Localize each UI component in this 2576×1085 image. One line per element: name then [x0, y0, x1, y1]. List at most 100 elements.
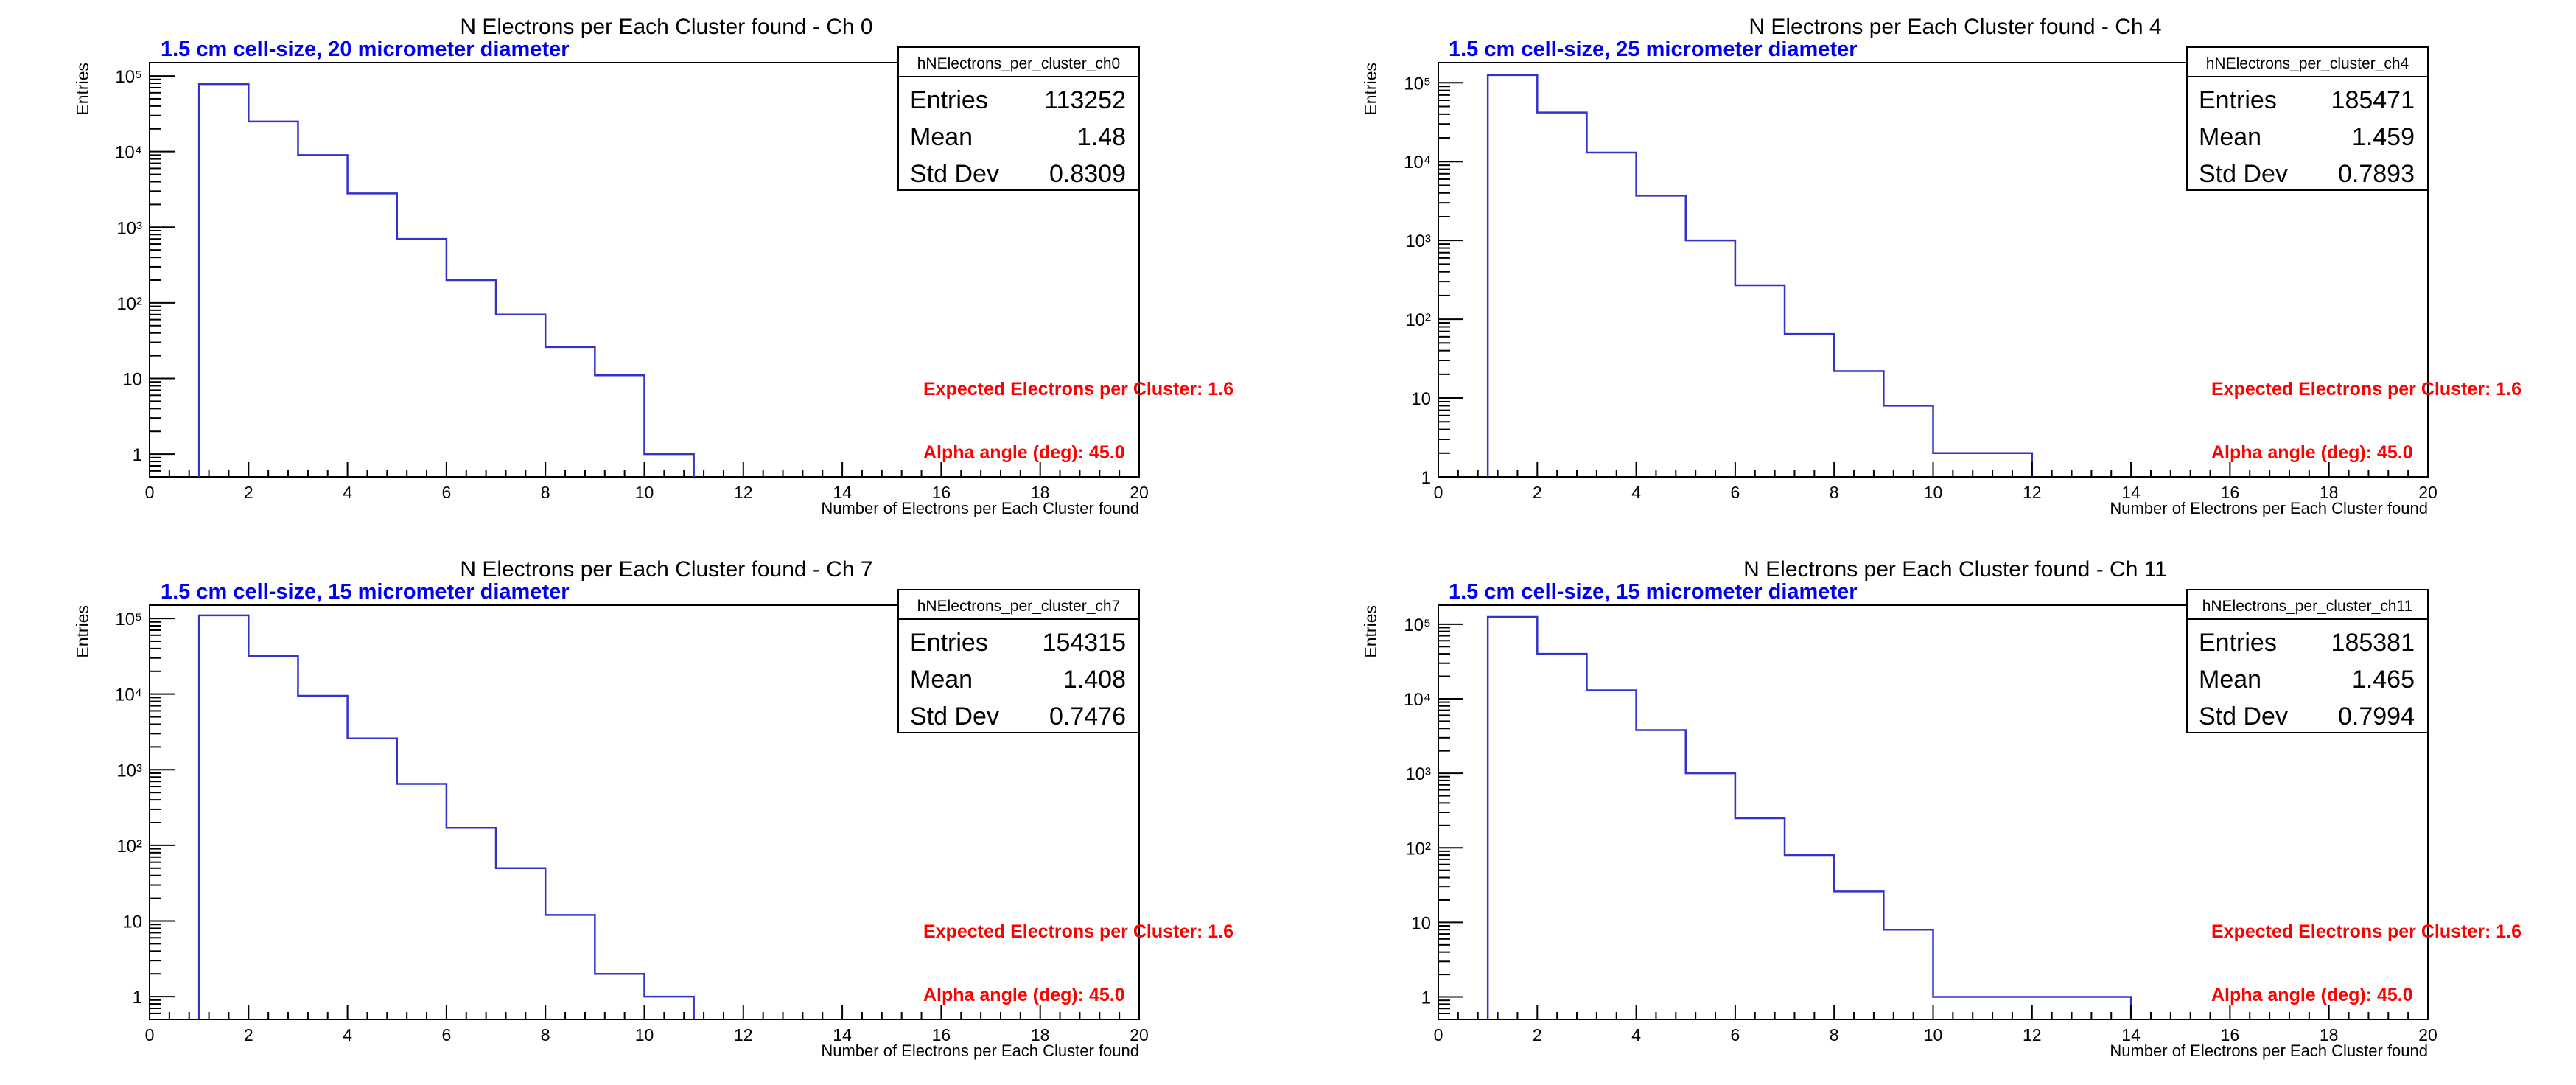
x-tick-label: 20	[1130, 483, 1149, 502]
histogram-panel-ch-2: N Electrons per Each Cluster found - Ch …	[73, 557, 1233, 1060]
x-axis-title: Number of Electrons per Each Cluster fou…	[2110, 499, 2428, 517]
x-tick-label: 6	[442, 483, 452, 502]
histogram-line	[197, 83, 695, 477]
x-tick-label: 20	[2418, 483, 2437, 502]
stats-box-border	[2186, 46, 2429, 191]
histogram-line	[1486, 74, 2034, 477]
x-tick-label: 4	[343, 1025, 352, 1044]
y-tick-label: 10³	[1405, 231, 1431, 251]
x-tick-label: 8	[1830, 1025, 1839, 1044]
x-tick-label: 12	[734, 483, 753, 502]
stats-label: Mean	[910, 666, 973, 694]
x-tick-label: 18	[1031, 1025, 1050, 1044]
y-tick-label: 1	[1421, 468, 1431, 488]
y-tick-label: 10³	[116, 761, 142, 781]
chart-subtitle: 1.5 cm cell-size, 15 micrometer diameter	[1449, 580, 1858, 604]
x-tick-label: 0	[145, 1025, 155, 1044]
x-axis-title: Number of Electrons per Each Cluster fou…	[821, 1042, 1139, 1060]
x-tick-label: 6	[1731, 1025, 1740, 1044]
chart-subtitle: 1.5 cm cell-size, 25 micrometer diameter	[1449, 38, 1858, 61]
x-tick-label: 2	[1533, 483, 1542, 502]
x-tick-label: 14	[833, 483, 852, 502]
chart-subtitle: 1.5 cm cell-size, 20 micrometer diameter	[161, 38, 570, 61]
x-tick-label: 2	[244, 483, 253, 502]
x-axis-title: Number of Electrons per Each Cluster fou…	[2110, 1042, 2428, 1060]
y-tick-label: 10	[122, 913, 142, 932]
stats-value: 154315	[1043, 629, 1126, 657]
annotation-alpha-angle: Alpha angle (deg): 45.0	[923, 442, 1125, 463]
x-tick-label: 10	[1924, 483, 1943, 502]
stats-box: hNElectrons_per_cluster_ch0 Entries 113252…	[897, 46, 1140, 191]
stats-label: Entries	[910, 629, 988, 657]
x-tick-label: 20	[1130, 1025, 1149, 1044]
stats-value: 1.465	[2352, 666, 2415, 694]
stats-box-name: hNElectrons_per_cluster_ch0	[917, 55, 1120, 72]
y-tick-label: 10³	[116, 218, 142, 238]
x-tick-label: 2	[1533, 1025, 1542, 1044]
x-tick-label: 12	[2023, 483, 2042, 502]
y-tick-label: 1	[133, 988, 142, 1008]
y-tick-label: 10	[1411, 913, 1431, 933]
stats-value: 1.459	[2352, 123, 2415, 151]
stats-box-name: hNElectrons_per_cluster_ch4	[2206, 55, 2409, 72]
x-tick-label: 18	[1031, 483, 1050, 502]
annotation-alpha-angle: Alpha angle (deg): 45.0	[2211, 985, 2413, 1005]
x-tick-label: 0	[1434, 1025, 1443, 1044]
stats-label: Entries	[910, 86, 988, 114]
x-tick-label: 10	[1924, 1025, 1943, 1044]
stats-label: Mean	[2199, 123, 2261, 151]
chart-title: N Electrons per Each Cluster found - Ch …	[1749, 15, 2161, 39]
stats-value: 0.7893	[2338, 160, 2415, 188]
y-axis-title: Entries	[73, 63, 92, 116]
y-tick-label: 10²	[1405, 839, 1431, 859]
stats-value: 0.7994	[2338, 702, 2415, 730]
x-tick-label: 14	[833, 1025, 852, 1044]
x-tick-label: 6	[1731, 483, 1740, 502]
y-tick-label: 10⁴	[115, 685, 142, 705]
x-tick-label: 8	[541, 1025, 550, 1044]
annotation-expected-electrons: Expected Electrons per Cluster: 1.6	[2211, 921, 2521, 942]
y-tick-label: 10⁴	[1404, 153, 1431, 172]
y-axis-title: Entries	[73, 605, 92, 658]
annotation-alpha-angle: Alpha angle (deg): 45.0	[923, 985, 1125, 1005]
x-tick-label: 14	[2121, 483, 2141, 502]
histogram-line	[1486, 615, 2132, 1019]
x-tick-label: 18	[2320, 1025, 2339, 1044]
stats-box: hNElectrons_per_cluster_ch4 Entries 185471…	[2186, 46, 2429, 191]
stats-box: hNElectrons_per_cluster_ch7 Entries 154315…	[897, 589, 1140, 733]
y-tick-label: 10²	[116, 294, 142, 314]
stats-label: Entries	[2199, 629, 2277, 657]
x-tick-label: 0	[1434, 483, 1443, 502]
x-tick-label: 0	[145, 483, 155, 502]
y-axis-title: Entries	[1361, 605, 1380, 658]
stats-value: 185471	[2331, 86, 2415, 114]
stats-box: hNElectrons_per_cluster_ch11 Entries 18538…	[2186, 589, 2429, 733]
stats-box-border	[897, 589, 1140, 733]
y-tick-label: 10⁵	[1404, 74, 1431, 94]
y-tick-label: 10⁵	[115, 610, 142, 629]
annotation-alpha-angle: Alpha angle (deg): 45.0	[2211, 442, 2413, 463]
x-tick-label: 10	[635, 483, 654, 502]
stats-label: Mean	[910, 123, 973, 151]
histogram-line	[197, 614, 695, 1019]
stats-box-name: hNElectrons_per_cluster_ch11	[2202, 598, 2413, 615]
y-tick-label: 10⁵	[115, 67, 142, 87]
stats-label: Std Dev	[2199, 160, 2288, 188]
x-tick-label: 14	[2121, 1025, 2141, 1044]
chart-subtitle: 1.5 cm cell-size, 15 micrometer diameter	[161, 580, 570, 604]
x-tick-label: 4	[343, 483, 352, 502]
y-tick-label: 10²	[1405, 310, 1431, 330]
x-tick-label: 8	[541, 483, 550, 502]
annotation-expected-electrons: Expected Electrons per Cluster: 1.6	[923, 921, 1233, 942]
histogram-panel-ch-0: N Electrons per Each Cluster found - Ch …	[73, 15, 1233, 517]
stats-label: Std Dev	[2199, 702, 2288, 730]
x-tick-label: 12	[2023, 1025, 2042, 1044]
y-tick-label: 1	[133, 445, 142, 465]
x-tick-label: 2	[244, 1025, 253, 1044]
stats-value: 0.7476	[1049, 702, 1126, 730]
x-tick-label: 16	[2221, 1025, 2240, 1044]
stats-value: 185381	[2331, 629, 2415, 657]
stats-label: Mean	[2199, 666, 2261, 694]
stats-label: Std Dev	[910, 702, 999, 730]
